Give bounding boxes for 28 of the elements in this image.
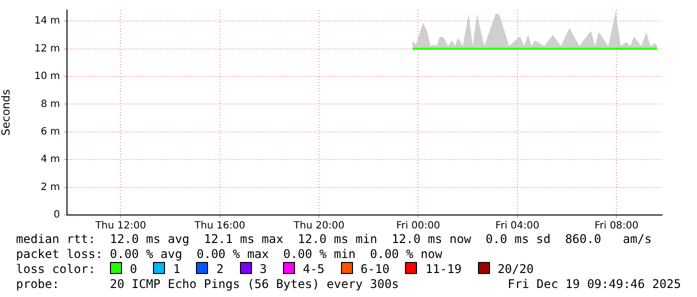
text: packet loss: 0.00 % avg 0.00 % max 0.00 % min 0.00 % now bbox=[15, 247, 444, 262]
legend-label: 11-19 bbox=[425, 262, 462, 276]
legend-label: 0 bbox=[130, 262, 138, 276]
y-axis-title: Seconds bbox=[0, 89, 12, 136]
y-tick-label: 4 m bbox=[40, 154, 60, 166]
legend-label: 2 bbox=[216, 262, 224, 276]
y-tick-label: 6 m bbox=[40, 126, 60, 138]
x-tick-label: Thu 20:00 bbox=[292, 220, 344, 232]
legend-title: loss color: bbox=[16, 262, 96, 276]
y-tick-label: 14 m bbox=[34, 16, 60, 27]
legend-label: 1 bbox=[173, 262, 180, 276]
legend-label: 3 bbox=[260, 262, 267, 276]
y-tick-label: 10 m bbox=[34, 71, 60, 82]
text: Fri Dec 19 09:49:46 2025 bbox=[508, 277, 681, 292]
y-tick-label: 2 m bbox=[40, 182, 60, 193]
y-tick-label: 8 m bbox=[40, 98, 60, 110]
x-tick-label: Fri 00:00 bbox=[396, 220, 440, 232]
text: median rtt: 12.0 ms avg 12.1 ms max 12.0 ms min 12.0 ms now 0.0 ms sd 860.0 am/s bbox=[15, 232, 653, 247]
x-tick-label: Fri 08:00 bbox=[594, 220, 639, 232]
legend-label: 6-10 bbox=[360, 262, 390, 276]
x-tick-label: Thu 16:00 bbox=[193, 220, 246, 232]
x-tick-label: Fri 04:00 bbox=[495, 220, 540, 232]
y-tick-label: 0 bbox=[54, 210, 60, 221]
legend-label: 20/20 bbox=[498, 262, 534, 276]
text: probe: 20 ICMP Echo Pings (56 Bytes) every 300s bbox=[16, 277, 399, 292]
x-tick-label: Thu 12:00 bbox=[94, 220, 146, 232]
y-tick-label: 12 m bbox=[34, 43, 60, 54]
legend-label: 4-5 bbox=[302, 262, 325, 276]
